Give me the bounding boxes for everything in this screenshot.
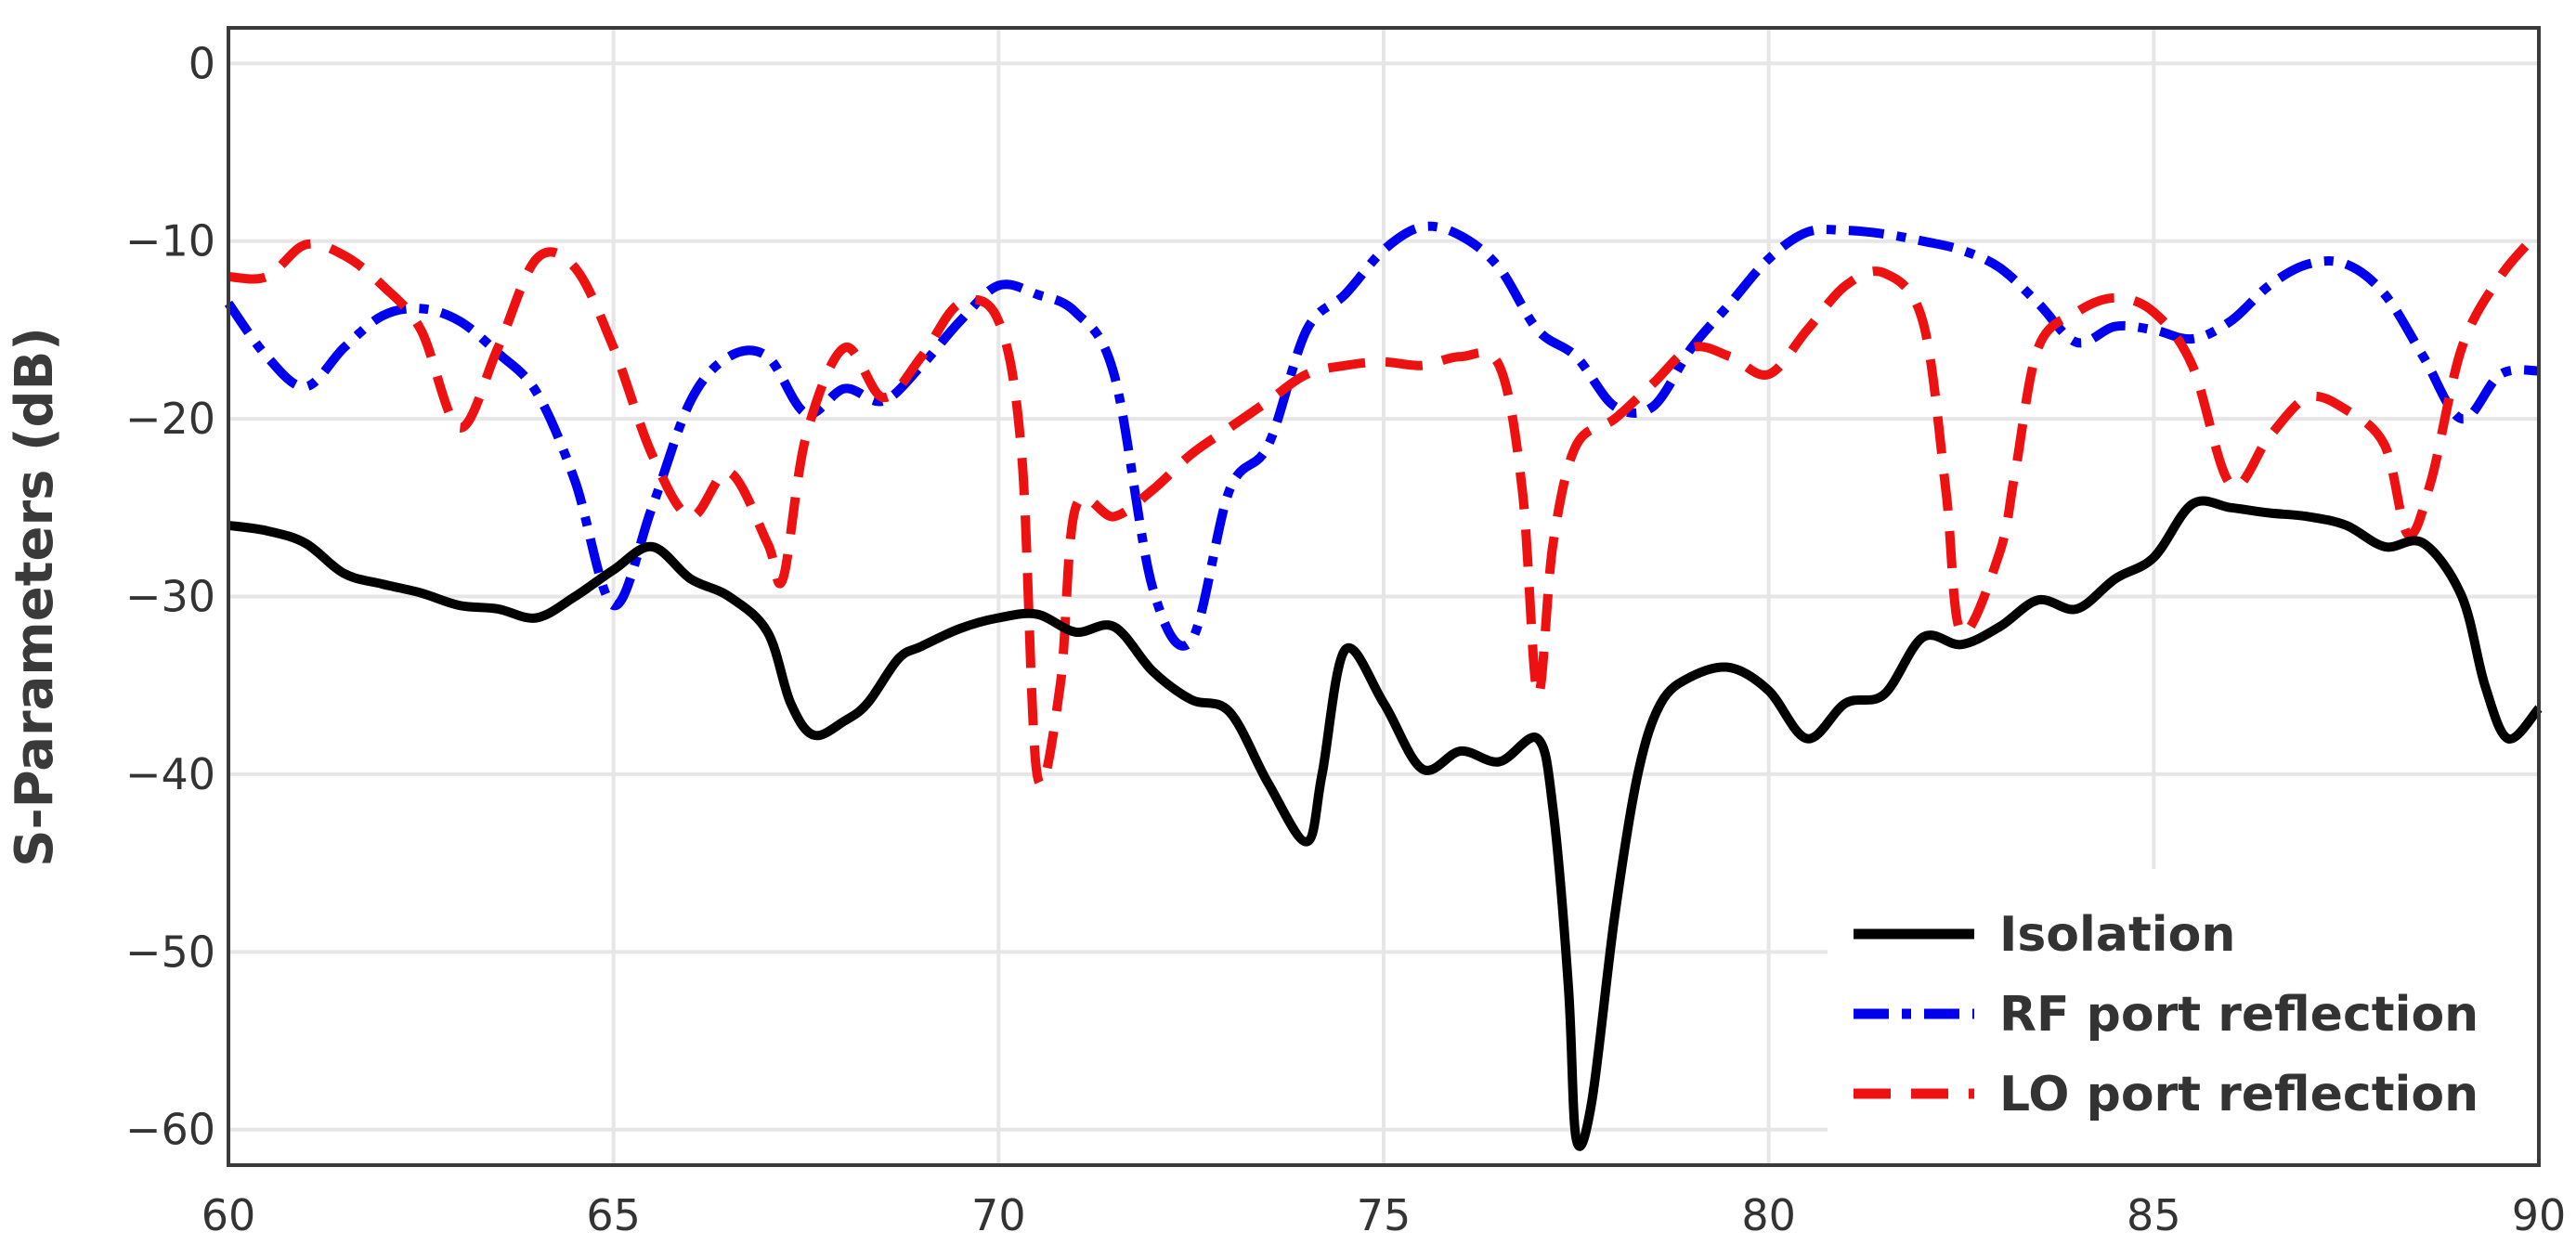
y-tick-label: −10	[125, 216, 215, 266]
legend-label-lo-port-reflection: LO port reflection	[1999, 1067, 2478, 1122]
y-axis-title: S-Parameters (dB)	[5, 327, 65, 867]
legend-label-rf-port-reflection: RF port reflection	[1999, 987, 2478, 1043]
plot-frame	[227, 26, 2541, 1167]
x-tick-label: 75	[1357, 1190, 1412, 1240]
y-tick-label: −50	[125, 927, 215, 977]
legend-label-isolation: Isolation	[1999, 907, 2235, 963]
y-tick-label: 0	[189, 38, 215, 88]
y-tick-label: −30	[125, 572, 215, 622]
x-tick-label: 65	[586, 1190, 641, 1240]
y-tick-label: −60	[125, 1105, 215, 1155]
series-line-isolation	[228, 496, 2543, 1151]
series-line-rf-port-reflection	[224, 221, 2540, 651]
y-tick-label: −40	[125, 749, 215, 799]
y-tick-label: −20	[125, 394, 215, 444]
x-tick-label: 90	[2512, 1190, 2567, 1240]
series-line-lo-port-reflection	[228, 228, 2543, 789]
x-tick-label: 60	[202, 1190, 256, 1240]
x-tick-label: 85	[2127, 1190, 2181, 1240]
x-tick-label: 80	[1741, 1190, 1796, 1240]
x-tick-label: 70	[971, 1190, 1026, 1240]
